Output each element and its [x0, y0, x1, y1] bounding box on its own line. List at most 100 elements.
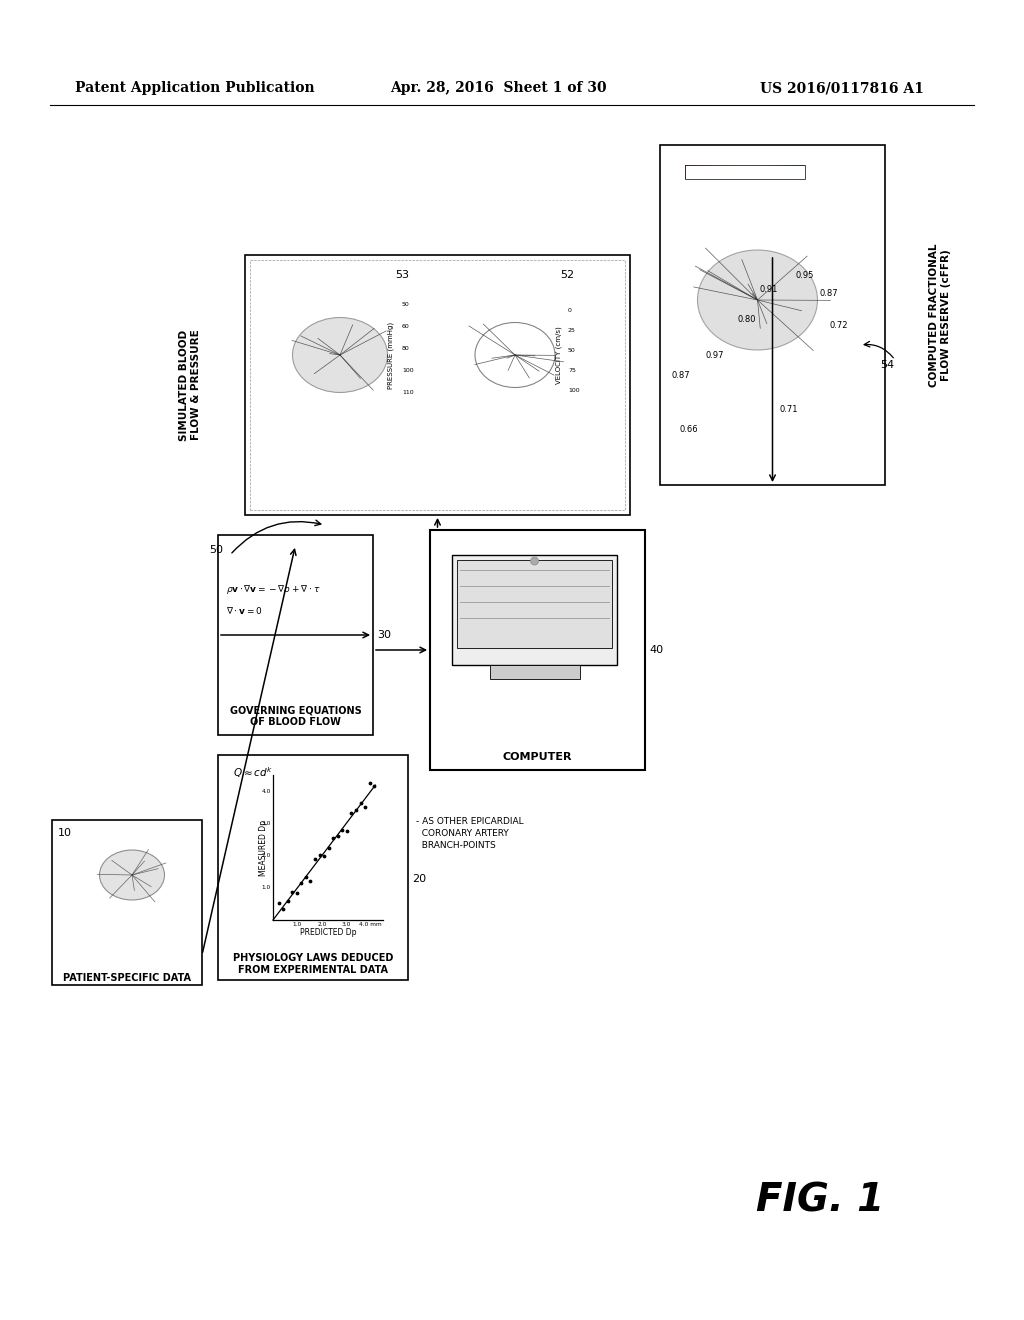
Bar [746, 165, 749, 180]
Bar [689, 165, 691, 180]
Bar [733, 165, 734, 180]
Bar [799, 165, 801, 180]
Text: 30: 30 [377, 630, 391, 640]
Bar [708, 165, 710, 180]
Bar [762, 165, 763, 180]
Bar [685, 165, 687, 180]
Bar [703, 165, 705, 180]
Text: 53: 53 [395, 271, 409, 280]
Bar [727, 165, 729, 180]
Bar [705, 165, 707, 180]
Point [321, 837, 337, 858]
Text: COMPUTER: COMPUTER [503, 752, 572, 762]
Bar [489, 665, 580, 678]
Point [311, 845, 328, 866]
Bar [721, 165, 723, 180]
Bar [52, 820, 202, 985]
Bar [792, 165, 794, 180]
Bar [776, 165, 778, 180]
Text: $\rho\mathbf{v}\cdot\nabla\mathbf{v}=-\nabla p+\nabla\cdot\tau$: $\rho\mathbf{v}\cdot\nabla\mathbf{v}=-\n… [226, 583, 321, 597]
Bar [730, 165, 732, 180]
Bar [718, 165, 720, 180]
Text: MEASURED Dp: MEASURED Dp [259, 820, 268, 875]
Text: 75: 75 [568, 368, 575, 374]
Point [352, 792, 369, 813]
Text: US 2016/0117816 A1: US 2016/0117816 A1 [760, 81, 924, 95]
Text: 0.72: 0.72 [830, 321, 849, 330]
Bar [714, 165, 715, 180]
Text: 0.97: 0.97 [705, 351, 724, 359]
Text: 50: 50 [402, 302, 410, 308]
Bar [801, 165, 802, 180]
Bar [691, 165, 692, 180]
Text: 0.95: 0.95 [795, 271, 813, 280]
Text: 25: 25 [568, 329, 575, 334]
Point [298, 866, 314, 887]
Bar [760, 165, 762, 180]
Ellipse shape [475, 322, 555, 388]
Bar [218, 755, 408, 979]
Text: 1.0: 1.0 [293, 921, 302, 927]
Bar [688, 165, 690, 180]
Bar [430, 531, 645, 770]
Text: $\nabla\cdot\mathbf{v}=0$: $\nabla\cdot\mathbf{v}=0$ [226, 605, 262, 615]
Ellipse shape [293, 318, 387, 392]
Bar [700, 165, 701, 180]
Bar [754, 165, 756, 180]
Bar [798, 165, 799, 180]
Bar [787, 165, 788, 180]
Bar [775, 165, 776, 180]
Bar [698, 165, 700, 180]
Bar [694, 165, 695, 180]
Bar [784, 165, 785, 180]
Bar [768, 165, 769, 180]
Text: 100: 100 [568, 388, 580, 393]
Text: 0.71: 0.71 [780, 405, 799, 414]
Bar [740, 165, 742, 180]
Text: 110: 110 [402, 391, 414, 396]
Point [293, 873, 309, 894]
Text: 0.66: 0.66 [680, 425, 698, 434]
Bar [731, 165, 733, 180]
Point [289, 883, 305, 904]
Bar [724, 165, 726, 180]
Text: 20: 20 [412, 874, 426, 884]
Text: PHYSIOLOGY LAWS DEDUCED
FROM EXPERIMENTAL DATA: PHYSIOLOGY LAWS DEDUCED FROM EXPERIMENTA… [232, 953, 393, 975]
Bar [743, 165, 745, 180]
Bar [770, 165, 772, 180]
Bar [788, 165, 791, 180]
Point [315, 846, 332, 867]
Bar [793, 165, 795, 180]
Bar [785, 165, 787, 180]
Point [302, 870, 318, 891]
Bar [250, 260, 625, 510]
Bar [778, 165, 779, 180]
Text: 40: 40 [649, 645, 664, 655]
Text: FIG. 1: FIG. 1 [756, 1181, 884, 1218]
Bar [763, 165, 765, 180]
Bar [712, 165, 714, 180]
Text: Patent Application Publication: Patent Application Publication [75, 81, 314, 95]
Point [366, 775, 382, 796]
Text: 0.91: 0.91 [760, 285, 778, 294]
Text: 0.87: 0.87 [672, 371, 690, 380]
Bar [765, 165, 766, 180]
Point [357, 797, 374, 818]
Text: 10: 10 [58, 828, 72, 838]
Circle shape [530, 557, 539, 565]
Bar [697, 165, 698, 180]
Bar [781, 165, 782, 180]
Bar [742, 165, 743, 180]
Bar [692, 165, 694, 180]
Bar [723, 165, 724, 180]
Bar [796, 165, 798, 180]
Bar [245, 255, 630, 515]
Point [270, 892, 287, 913]
Bar [660, 145, 885, 484]
Text: 52: 52 [560, 271, 574, 280]
Text: 2.0: 2.0 [261, 853, 271, 858]
Bar [734, 165, 736, 180]
Text: $Q \approx cd^k$: $Q \approx cd^k$ [233, 766, 273, 780]
Bar [720, 165, 721, 180]
Bar [766, 165, 768, 180]
